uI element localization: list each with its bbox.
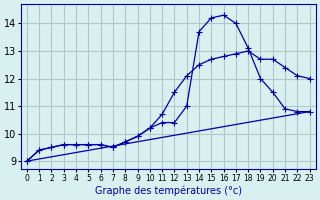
X-axis label: Graphe des températures (°c): Graphe des températures (°c) — [95, 185, 242, 196]
